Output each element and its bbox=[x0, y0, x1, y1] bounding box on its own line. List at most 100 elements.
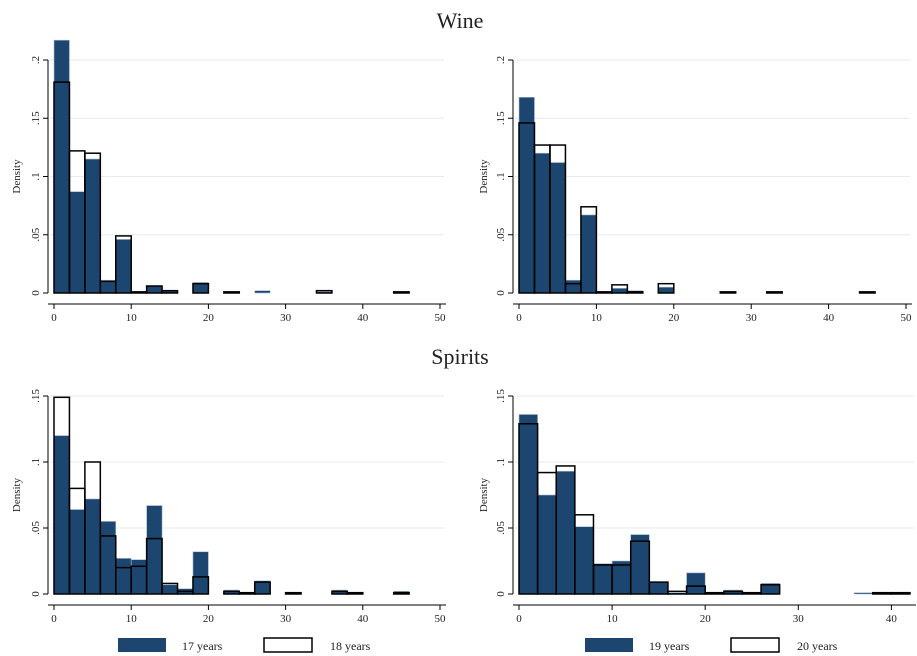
x-tick-label: 50 bbox=[435, 613, 447, 625]
bar-20-years bbox=[580, 206, 598, 294]
wine-17-18-histogram: .2 .15 .1 .05 0 Density 0 10 20 30 40 50 bbox=[11, 39, 446, 324]
legend-swatch-filled bbox=[118, 638, 166, 652]
bar-17-years bbox=[254, 290, 271, 294]
bar-20-years bbox=[611, 284, 629, 294]
y-tick-label: .05 bbox=[30, 227, 42, 241]
bar-19-years bbox=[853, 592, 874, 595]
y-tick-label: .1 bbox=[30, 172, 42, 180]
x-tick-label: 30 bbox=[793, 613, 805, 625]
bar-17-years bbox=[100, 279, 117, 294]
y-tick-label: .1 bbox=[495, 458, 507, 466]
bar-17-years bbox=[115, 558, 132, 595]
bar-20-years bbox=[629, 540, 651, 595]
legend-label-20: 20 years bbox=[797, 639, 838, 653]
bar-18-years bbox=[346, 591, 364, 595]
bar-18-years bbox=[161, 289, 179, 294]
bar-18-years bbox=[223, 291, 241, 294]
x-tick-label: 50 bbox=[901, 312, 913, 324]
bar-18-years bbox=[84, 461, 102, 595]
y-axis-label: Density bbox=[11, 159, 23, 194]
bar-20-years bbox=[657, 282, 675, 294]
x-tick-label: 0 bbox=[516, 312, 522, 324]
bar-17-years bbox=[130, 559, 147, 595]
bar-18-years bbox=[392, 591, 410, 595]
bar-19-years bbox=[658, 286, 675, 294]
y-axis-label: Density bbox=[11, 477, 23, 512]
bar-19-years bbox=[630, 534, 650, 595]
y-tick-label: .15 bbox=[30, 111, 42, 125]
legend-label-19: 19 years bbox=[649, 639, 690, 653]
bar-20-years bbox=[765, 291, 783, 294]
bar-19-years bbox=[686, 572, 706, 595]
bar-18-years bbox=[99, 535, 117, 595]
x-tick-label: 40 bbox=[357, 613, 369, 625]
bar-19-years bbox=[565, 279, 582, 294]
bar-19-years bbox=[555, 470, 576, 595]
section-title-spirits: Spirits bbox=[431, 344, 488, 369]
y-tick-label: .15 bbox=[495, 389, 507, 403]
bar-20-years bbox=[574, 514, 595, 595]
bar-19-years bbox=[593, 563, 613, 595]
x-tick-label: 30 bbox=[746, 312, 758, 324]
bar-19-years bbox=[537, 494, 557, 595]
bar-18-years bbox=[284, 591, 302, 595]
bar-17-years bbox=[69, 191, 86, 294]
legend-label-17: 17 years bbox=[182, 639, 223, 653]
bar-20-years bbox=[704, 591, 725, 595]
legend-19-20: 19 years 20 years bbox=[585, 637, 838, 653]
x-tick-label: 20 bbox=[668, 312, 680, 324]
y-tick-label: .05 bbox=[495, 227, 507, 241]
y-tick-label: .1 bbox=[30, 458, 42, 466]
bar-20-years bbox=[760, 584, 781, 595]
bar-17-years bbox=[146, 285, 163, 294]
y-tick-label: 0 bbox=[495, 290, 507, 296]
bar-17-years bbox=[84, 498, 101, 595]
y-tick-label: .15 bbox=[30, 389, 42, 403]
bar-17-years bbox=[53, 39, 70, 294]
legend-swatch-outline bbox=[263, 637, 313, 653]
spirits-17-18-histogram: .15 .1 .05 0 Density 0 10 20 30 40 50 bbox=[11, 389, 446, 625]
bar-20-years bbox=[685, 585, 706, 595]
x-tick-label: 30 bbox=[280, 312, 292, 324]
x-tick-label: 20 bbox=[203, 613, 215, 625]
y-tick-label: 0 bbox=[30, 290, 42, 296]
bar-18-years bbox=[145, 537, 163, 595]
bar-19-years bbox=[549, 162, 566, 294]
x-tick-label: 10 bbox=[126, 312, 138, 324]
bar-17-years bbox=[84, 158, 101, 294]
bar-19-years bbox=[518, 96, 535, 294]
bar-19-years bbox=[574, 526, 594, 595]
bar-20-years bbox=[626, 291, 644, 294]
bar-20-years bbox=[549, 144, 567, 294]
bar-18-years bbox=[115, 235, 132, 294]
bar-17-years bbox=[115, 239, 132, 294]
y-axis-label: Density bbox=[478, 159, 490, 194]
y-tick-label: .1 bbox=[495, 172, 507, 180]
bar-18-years bbox=[238, 591, 256, 595]
x-tick-label: 10 bbox=[607, 613, 619, 625]
y-tick-label: .2 bbox=[495, 56, 507, 64]
bar-20-years bbox=[648, 581, 669, 595]
bar-18-years bbox=[161, 582, 179, 595]
bar-18-years bbox=[253, 581, 271, 595]
spirits-19-20-histogram: .15 .1 .05 0 Density 0 10 20 30 40 bbox=[478, 389, 916, 625]
bar-20-years bbox=[741, 591, 762, 595]
bar-20-years bbox=[858, 291, 876, 294]
x-tick-label: 20 bbox=[203, 312, 215, 324]
bar-18-years bbox=[130, 291, 148, 294]
bar-20-years bbox=[595, 291, 613, 294]
x-tick-label: 10 bbox=[591, 312, 603, 324]
y-axis-label: Density bbox=[478, 477, 490, 512]
x-tick-label: 30 bbox=[280, 613, 292, 625]
x-tick-label: 0 bbox=[51, 613, 57, 625]
bar-20-years bbox=[719, 291, 737, 294]
bar-19-years bbox=[611, 560, 632, 595]
legend-swatch-outline bbox=[730, 637, 780, 653]
x-tick-label: 0 bbox=[516, 613, 522, 625]
bar-19-years bbox=[580, 214, 597, 294]
x-tick-label: 10 bbox=[126, 613, 138, 625]
bar-18-years bbox=[315, 289, 333, 294]
wine-19-20-histogram: .2 .15 .1 .05 0 Density 0 10 20 30 40 50 bbox=[478, 56, 912, 324]
bar-19-years bbox=[518, 414, 538, 595]
bar-20-years bbox=[890, 591, 911, 595]
